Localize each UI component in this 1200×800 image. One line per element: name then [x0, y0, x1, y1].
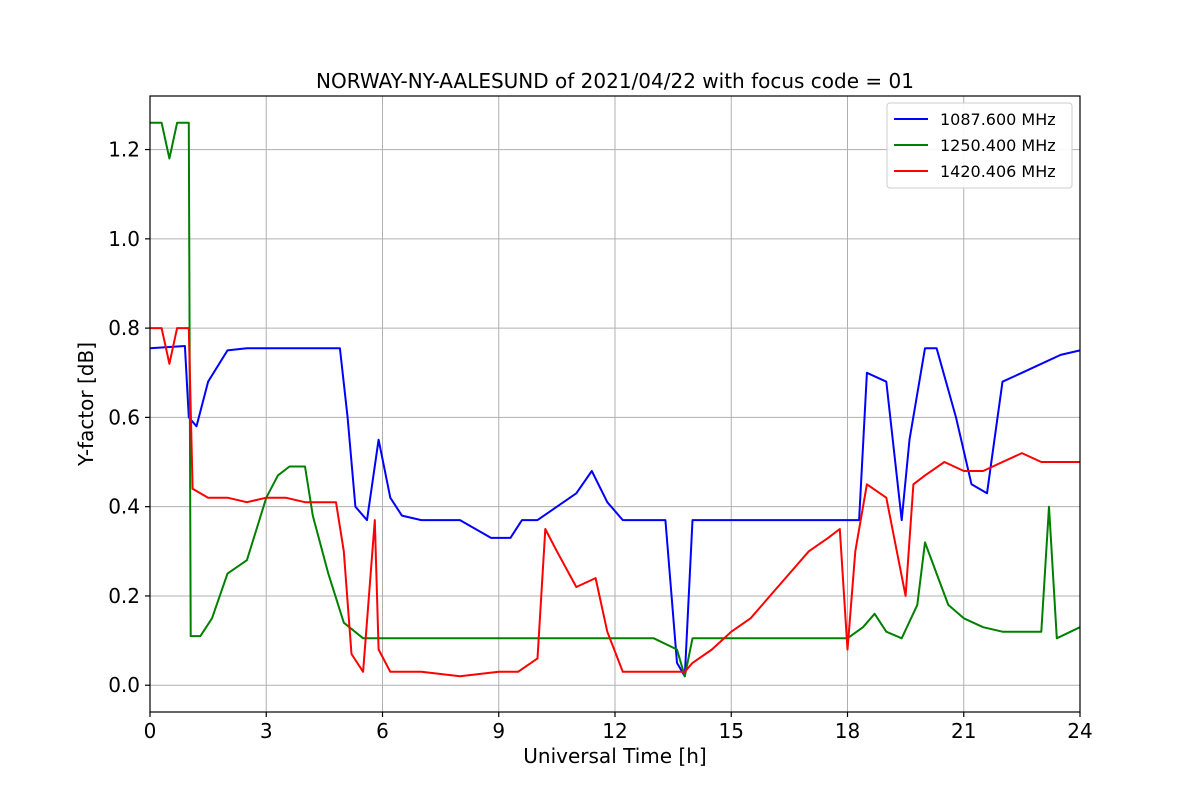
x-tick-label: 3 [260, 719, 273, 743]
y-tick-label: 0.8 [108, 316, 140, 340]
series-group [149, 121, 1081, 678]
chart-title: NORWAY-NY-AALESUND of 2021/04/22 with fo… [316, 69, 914, 93]
x-tick-label: 6 [376, 719, 389, 743]
y-tick-label: 0.2 [108, 584, 140, 608]
legend-label-1: 1087.600 MHz [940, 110, 1056, 129]
ticks: 0 3 6 9 12 15 18 21 24 0.0 0.2 0.4 0.6 0.8 1.0 1.2 [108, 138, 1093, 743]
legend-box [886, 102, 1073, 189]
series-line-3 [150, 327, 1080, 678]
x-tick-label: 12 [602, 719, 627, 743]
x-tick-label: 9 [492, 719, 505, 743]
y-tick-label: 0.4 [108, 495, 140, 519]
x-tick-label: 21 [951, 719, 976, 743]
y-tick-label: 0.0 [108, 673, 140, 697]
legend-label-2: 1250.400 MHz [940, 136, 1056, 155]
x-tick-label: 0 [144, 719, 157, 743]
y-tick-label: 1.2 [108, 138, 140, 162]
x-tick-label: 15 [719, 719, 744, 743]
legend: 1087.600 MHz 1250.400 MHz 1420.406 MHz [886, 102, 1073, 189]
y-tick-label: 0.6 [108, 405, 140, 429]
y-axis-label: Y-factor [dB] [74, 342, 98, 467]
legend-label-3: 1420.406 MHz [940, 162, 1056, 181]
x-tick-label: 24 [1067, 719, 1092, 743]
x-tick-label: 18 [835, 719, 860, 743]
x-axis-label: Universal Time [h] [523, 744, 706, 768]
y-tick-label: 1.0 [108, 227, 140, 251]
series-line-1 [149, 345, 1081, 678]
series-line-2 [150, 121, 1081, 678]
